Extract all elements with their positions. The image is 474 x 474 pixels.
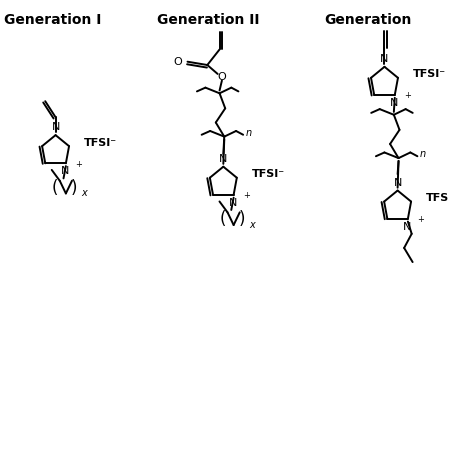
Text: n: n — [420, 149, 426, 159]
Text: x: x — [249, 220, 255, 230]
Text: +: + — [243, 191, 250, 201]
Text: x: x — [82, 189, 87, 199]
Text: (: ( — [52, 179, 58, 197]
Text: TFSI⁻: TFSI⁻ — [84, 138, 117, 148]
Text: N: N — [219, 154, 228, 164]
Text: N: N — [228, 198, 237, 208]
Text: O: O — [218, 72, 226, 82]
Text: O: O — [173, 57, 182, 67]
Text: TFS: TFS — [426, 193, 449, 203]
Text: Generation II: Generation II — [157, 13, 259, 27]
Text: N: N — [380, 54, 389, 64]
Text: N: N — [403, 221, 411, 231]
Text: N: N — [393, 178, 402, 188]
Text: TFSI⁻: TFSI⁻ — [413, 69, 446, 80]
Text: N: N — [51, 122, 60, 132]
Text: N: N — [390, 98, 398, 108]
Text: ): ) — [71, 179, 77, 197]
Text: +: + — [404, 91, 411, 100]
Text: Generation I: Generation I — [4, 13, 101, 27]
Text: Generation: Generation — [324, 13, 411, 27]
Text: N: N — [61, 166, 69, 176]
Text: +: + — [417, 215, 424, 224]
Text: TFSI⁻: TFSI⁻ — [252, 169, 285, 179]
Text: (: ( — [219, 210, 226, 228]
Text: ): ) — [238, 210, 245, 228]
Text: +: + — [75, 160, 82, 169]
Text: n: n — [246, 128, 252, 138]
